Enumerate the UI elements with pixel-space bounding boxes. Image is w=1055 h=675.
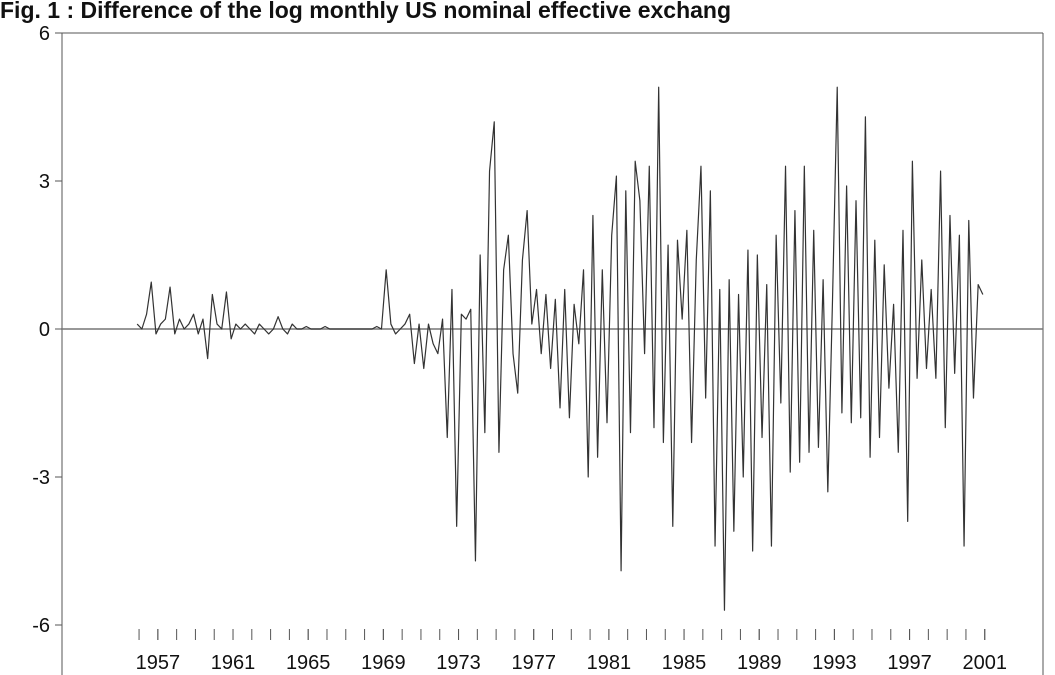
x-tick-label: 1985 [662,652,707,674]
x-tick-label: 2001 [962,652,1007,674]
x-tick-label: 1981 [587,652,632,674]
y-tick-label: 0 [39,319,50,341]
x-tick-label: 1977 [511,652,556,674]
x-tick-label: 1961 [211,652,256,674]
data-line [136,86,984,611]
x-tick-label: 1973 [436,652,481,674]
x-tick-label: 1993 [812,652,857,674]
x-tick-label: 1997 [887,652,932,674]
y-tick-label: 3 [39,171,50,193]
x-tick-label: 1957 [136,652,181,674]
chart-title: Fig. 1 : Difference of the log monthly U… [0,0,731,23]
y-tick-label: 6 [39,23,50,45]
y-tick-label: -6 [32,615,50,637]
x-tick-label: 1965 [286,652,331,674]
x-tick-label: 1969 [361,652,406,674]
y-tick-label: -3 [32,467,50,489]
x-tick-label: 1989 [737,652,782,674]
